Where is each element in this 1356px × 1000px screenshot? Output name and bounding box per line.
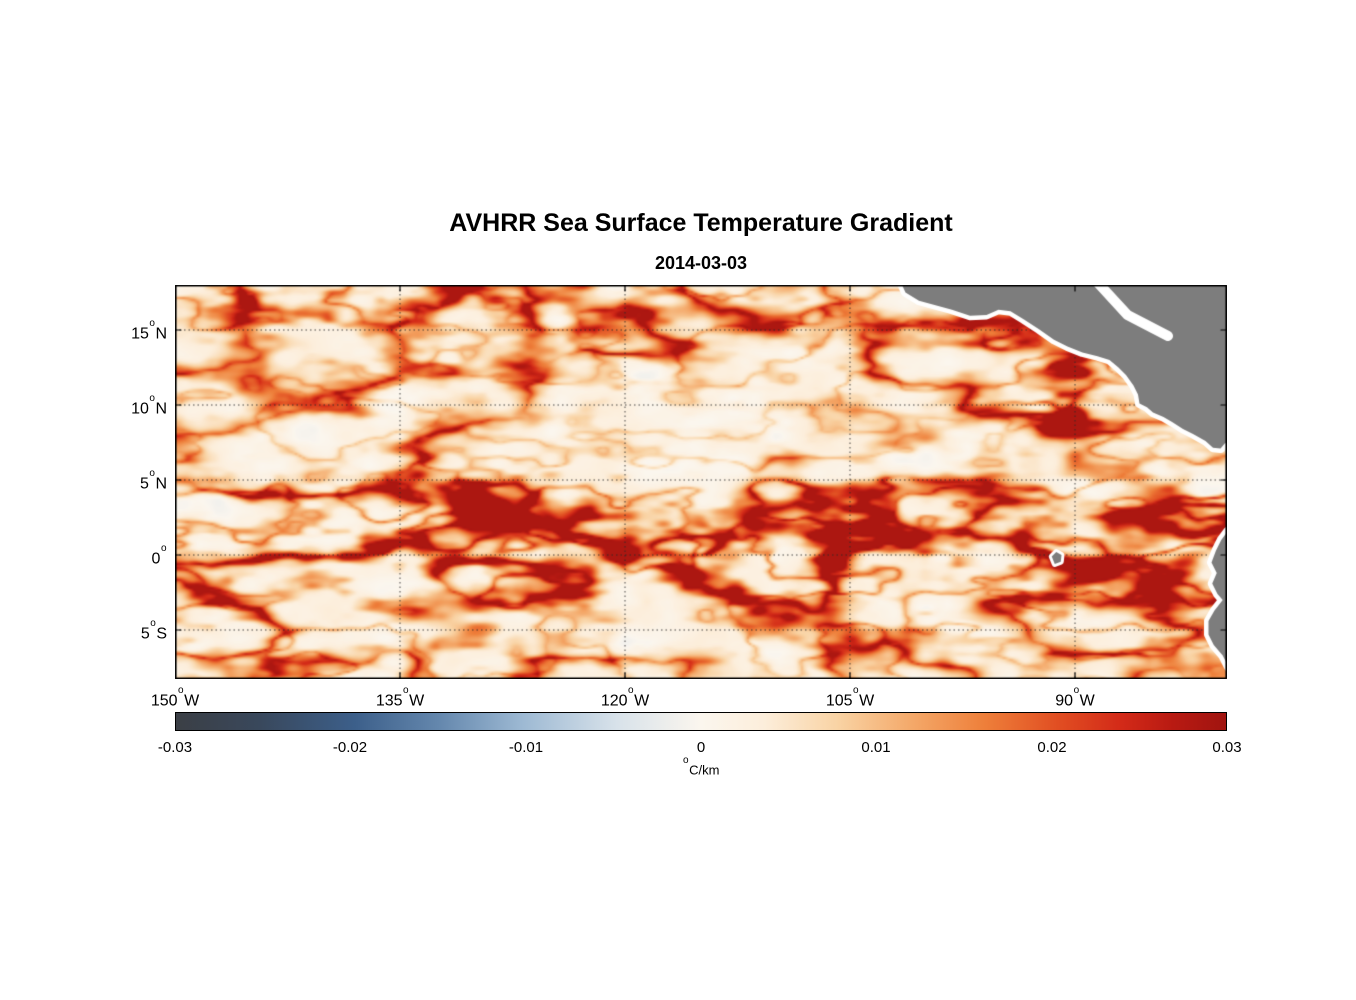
tick-num: 5 — [140, 625, 150, 643]
tick-dir: S — [156, 625, 167, 643]
tick-num: 90 — [1055, 692, 1074, 710]
x-tick-label-120w: 120oW — [565, 685, 685, 710]
x-tick-label-90w: 90oW — [1015, 685, 1135, 710]
tick-dir: W — [1079, 692, 1095, 710]
tick-num: 0 — [151, 550, 161, 568]
tick-dir: W — [409, 692, 425, 710]
tick-num: 105 — [825, 692, 853, 710]
degree-symbol: o — [150, 618, 156, 629]
colorbar-tick-label: -0.01 — [508, 739, 544, 756]
y-tick-label-10n: 10oN — [72, 393, 167, 418]
degree-symbol: o — [160, 543, 167, 554]
tick-dir: W — [634, 692, 650, 710]
tick-num: 5 — [139, 475, 149, 493]
x-tick-label-150w: 150oW — [115, 685, 235, 710]
tick-num: 10 — [131, 400, 149, 418]
degree-symbol: o — [149, 393, 155, 404]
sst-gradient-map-canvas — [175, 285, 1227, 679]
tick-dir: N — [155, 475, 167, 493]
y-tick-label-15n: 15oN — [72, 318, 167, 343]
degree-symbol: o — [628, 685, 634, 696]
colorbar-tick-label: -0.03 — [157, 739, 193, 756]
colorbar-unit-label: oC/km — [175, 755, 1227, 778]
x-tick-label-135w: 135oW — [340, 685, 460, 710]
colorbar-tick-label: 0.03 — [1212, 739, 1242, 756]
x-tick-label-105w: 105oW — [790, 685, 910, 710]
colorbar-tick-label: 0.01 — [861, 739, 891, 756]
unit-text: C/km — [689, 762, 720, 778]
tick-dir: W — [859, 692, 875, 710]
colorbar-tick-label: 0.02 — [1037, 739, 1067, 756]
tick-num: 120 — [600, 692, 628, 710]
degree-symbol: o — [149, 468, 155, 479]
colorbar-gradient — [175, 712, 1227, 731]
tick-num: 135 — [375, 692, 403, 710]
colorbar-tick-label: -0.02 — [332, 739, 368, 756]
y-tick-label-0: 0o — [72, 543, 167, 568]
tick-num: 150 — [150, 692, 178, 710]
degree-symbol: o — [683, 755, 689, 766]
y-tick-label-5n: 5oN — [72, 468, 167, 493]
y-tick-label-5s: 5oS — [72, 618, 167, 643]
tick-num: 15 — [131, 325, 149, 343]
degree-symbol: o — [853, 685, 859, 696]
degree-symbol: o — [149, 318, 155, 329]
chart-title: AVHRR Sea Surface Temperature Gradient — [449, 209, 953, 237]
degree-symbol: o — [178, 685, 184, 696]
tick-dir: W — [184, 692, 200, 710]
colorbar-tick-label: 0 — [696, 739, 706, 756]
chart-date-subtitle: 2014-03-03 — [654, 253, 748, 273]
tick-dir: N — [155, 400, 167, 418]
degree-symbol: o — [403, 685, 409, 696]
tick-dir: N — [155, 325, 167, 343]
degree-symbol: o — [1073, 685, 1080, 696]
